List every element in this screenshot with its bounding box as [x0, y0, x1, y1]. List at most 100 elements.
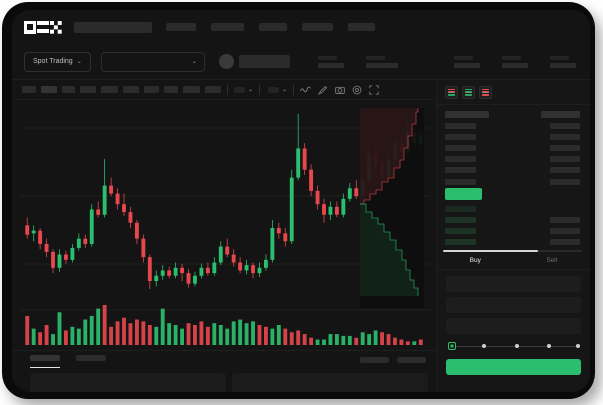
- price-chart[interactable]: [12, 100, 436, 350]
- pair-avatar: [218, 54, 234, 69]
- tab-sell[interactable]: Sell: [546, 256, 558, 264]
- submit-buy-button[interactable]: [446, 358, 581, 375]
- orderbook-panel: Buy Sell: [436, 80, 590, 392]
- orderbook-ask-row[interactable]: [445, 144, 580, 153]
- orders-section: [12, 350, 436, 392]
- orders-action-2[interactable]: [397, 356, 426, 363]
- top-navigation-bar: [12, 10, 590, 44]
- orderbook-bid-row[interactable]: [445, 227, 580, 236]
- fullscreen-icon[interactable]: [369, 84, 379, 95]
- orders-panel-left[interactable]: [30, 373, 226, 392]
- chart-toolbar: ⌄ ⌄: [12, 80, 436, 100]
- ticker-stat: [365, 55, 398, 68]
- chevron-down-icon: ⌄: [248, 87, 254, 93]
- current-price-badge: [445, 188, 482, 201]
- pair-select-dropdown[interactable]: ⌄: [100, 51, 205, 72]
- nav-item-2[interactable]: [211, 23, 244, 31]
- orderbook-scrollbar[interactable]: [443, 249, 582, 252]
- orderbook-bid-row[interactable]: [445, 238, 580, 247]
- orderbook-view-asks-icon[interactable]: [479, 86, 492, 99]
- orderbook-bid-row[interactable]: [445, 216, 580, 225]
- timeframe-9[interactable]: [183, 86, 200, 93]
- indicator-dropdown[interactable]: ⌄: [268, 86, 287, 93]
- timeframe-5[interactable]: [101, 86, 118, 93]
- order-price-field[interactable]: [446, 275, 581, 292]
- chart-type-dropdown[interactable]: ⌄: [234, 86, 253, 93]
- nav-item-1[interactable]: [166, 23, 196, 31]
- order-amount-slider[interactable]: [448, 342, 580, 351]
- orderbook-ask-row[interactable]: [445, 166, 580, 175]
- indicator-wave-icon[interactable]: [300, 86, 311, 94]
- order-total-field[interactable]: [446, 317, 581, 334]
- candlestick-chart-canvas: [20, 108, 430, 345]
- orderbook-ask-row[interactable]: [445, 177, 580, 186]
- toolbar-divider: [227, 84, 228, 95]
- chevron-down-icon: ⌄: [282, 87, 288, 93]
- orderbook-view-both-icon[interactable]: [445, 86, 458, 99]
- order-amount-field[interactable]: [446, 296, 581, 313]
- timeframe-group: [22, 86, 221, 93]
- toolbar-divider: [293, 84, 295, 95]
- trading-app: Spot Trading ⌄ ⌄: [12, 10, 590, 392]
- orders-tab-1[interactable]: [30, 354, 60, 368]
- orders-action-1[interactable]: [360, 356, 389, 363]
- settings-gear-icon[interactable]: [352, 85, 362, 95]
- chart-tool-icons: [300, 84, 379, 95]
- pencil-icon[interactable]: [318, 85, 328, 95]
- slider-handle[interactable]: [448, 342, 456, 351]
- ticker-stats-left: [317, 55, 398, 68]
- ticker-stat: [317, 55, 344, 68]
- trading-mode-button[interactable]: Spot Trading ⌄: [24, 51, 91, 72]
- trading-mode-label: Spot Trading: [33, 58, 73, 65]
- timeframe-2[interactable]: [41, 86, 57, 93]
- slider-node-75[interactable]: [547, 344, 551, 349]
- order-form-tabs: Buy Sell: [437, 252, 590, 270]
- ticker-stat: [454, 55, 480, 68]
- pair-header-bar: Spot Trading ⌄ ⌄: [12, 44, 590, 80]
- orderbook-bid-row[interactable]: [445, 204, 580, 213]
- toolbar-divider: [259, 84, 261, 95]
- order-form-fields: [437, 270, 590, 334]
- orders-panels: [12, 368, 436, 392]
- okx-logo-icon[interactable]: [24, 20, 62, 34]
- search-input[interactable]: [74, 21, 152, 33]
- orders-actions: [360, 356, 426, 363]
- chevron-down-icon: ⌄: [76, 59, 82, 65]
- slider-node-50[interactable]: [515, 344, 519, 349]
- orderbook-price-header: [445, 111, 489, 118]
- orderbook-amount-header: [541, 111, 580, 118]
- orders-tab-2[interactable]: [76, 354, 106, 365]
- timeframe-6[interactable]: [123, 86, 139, 93]
- nav-item-4[interactable]: [302, 23, 333, 31]
- slider-node-25[interactable]: [482, 344, 486, 349]
- orders-tabs: [12, 351, 436, 368]
- nav-items: [166, 23, 375, 31]
- timeframe-3[interactable]: [62, 86, 75, 93]
- timeframe-10[interactable]: [205, 86, 221, 93]
- orderbook-header-row: [445, 110, 580, 119]
- tab-buy[interactable]: Buy: [469, 256, 481, 264]
- chevron-down-icon: ⌄: [191, 59, 197, 65]
- orders-panel-right[interactable]: [232, 373, 428, 392]
- orderbook-ask-row[interactable]: [445, 132, 580, 141]
- orderbook-view-modes: [437, 80, 590, 105]
- orderbook-rows[interactable]: [437, 105, 590, 247]
- last-price-value: [238, 55, 290, 68]
- ticker-stat: [550, 55, 576, 68]
- orderbook-view-bids-icon[interactable]: [462, 86, 475, 99]
- timeframe-4[interactable]: [80, 86, 96, 93]
- orderbook-current-price-row[interactable]: [445, 188, 580, 201]
- timeframe-1[interactable]: [22, 86, 36, 93]
- ticker-stat: [502, 55, 528, 68]
- orderbook-ask-row[interactable]: [445, 155, 580, 164]
- timeframe-8[interactable]: [164, 86, 178, 93]
- slider-node-100[interactable]: [576, 344, 580, 349]
- ticker-stats-right: [454, 55, 576, 68]
- slider-track: [451, 345, 576, 347]
- orderbook-ask-row[interactable]: [445, 121, 580, 130]
- timeframe-7[interactable]: [144, 86, 159, 93]
- nav-item-5[interactable]: [348, 23, 375, 31]
- camera-icon[interactable]: [335, 85, 345, 95]
- nav-item-3[interactable]: [259, 23, 287, 31]
